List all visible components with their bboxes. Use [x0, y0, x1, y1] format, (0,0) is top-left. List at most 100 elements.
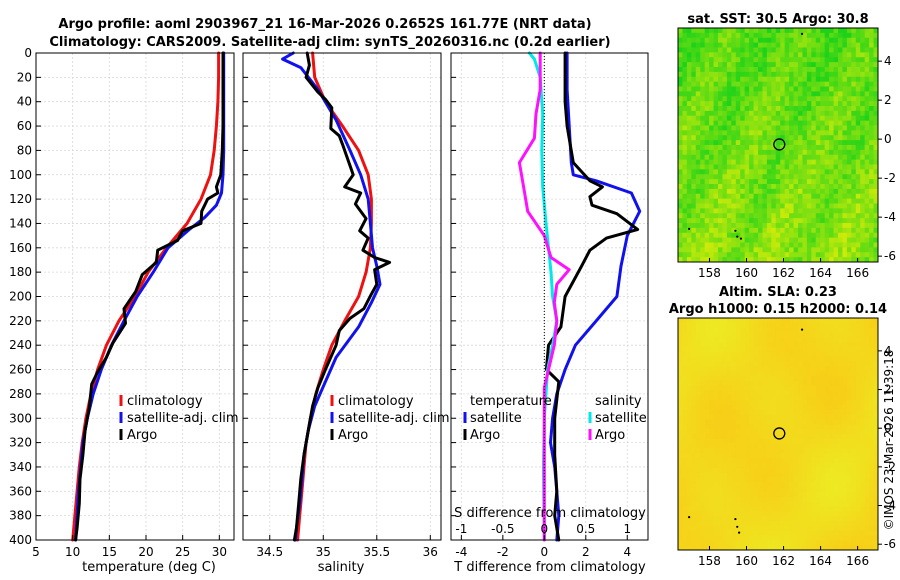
sla_map-cell	[815, 453, 821, 459]
sst_map-cell	[793, 37, 799, 44]
sla_map-cell	[771, 351, 777, 358]
sst_map-cell	[709, 81, 714, 87]
sst_map-cell	[815, 223, 821, 229]
sla_map-cell	[695, 405, 701, 411]
sla_map-cell	[846, 438, 852, 445]
sst_map-cell	[713, 169, 719, 175]
sst_map-cell	[829, 227, 834, 234]
sst_map-cell	[744, 247, 750, 253]
sla_map-cell	[838, 419, 843, 425]
sla_map-cell	[833, 487, 839, 493]
sla_map-cell	[691, 390, 697, 396]
sst_map-cell	[678, 213, 683, 219]
sla_map-cell	[695, 482, 701, 488]
sst_map-cell	[718, 164, 723, 170]
sla_map-cell	[695, 545, 701, 551]
sla_map-cell	[775, 409, 781, 416]
sla_map-cell	[722, 419, 728, 425]
sla_map-cell	[820, 419, 826, 425]
sla_map-cell	[695, 487, 701, 493]
sst_map-cell	[740, 188, 746, 195]
temperature-ytick-label: 60	[17, 119, 32, 133]
sla_map-cell	[682, 530, 688, 536]
sla_map-cell	[860, 540, 866, 546]
sla_map-cell	[749, 448, 754, 454]
sla_map-cell	[722, 395, 728, 401]
sst_map-cell	[846, 140, 852, 146]
sst_map-cell	[771, 42, 777, 48]
sla_map-cell	[691, 496, 697, 503]
sla_map-cell	[780, 434, 786, 440]
sst_map-cell	[811, 42, 817, 48]
sla_map-cell	[766, 453, 772, 459]
sst_map-cell	[873, 208, 879, 214]
sst_map-cell	[749, 198, 754, 204]
sla_map-cell	[846, 419, 852, 425]
sla_map-cell	[780, 496, 786, 503]
sst_map-cell	[726, 223, 732, 229]
sla_map-cell	[740, 443, 746, 449]
sst_map-cell	[713, 232, 719, 239]
sst_map-cell	[869, 203, 874, 209]
sla_map-cell	[802, 492, 808, 498]
sla_map-cell	[718, 487, 723, 493]
sst_map-ytick-label: -4	[884, 210, 896, 224]
sst_map-cell	[829, 91, 834, 97]
sla_map-cell	[829, 400, 834, 406]
sst_map-cell	[820, 242, 826, 248]
sla_map-cell	[802, 540, 808, 546]
sst_map-cell	[762, 130, 768, 136]
sla_map-cell	[824, 492, 830, 498]
sst_map-cell	[842, 120, 848, 126]
sst_map-cell	[731, 52, 737, 58]
sla_map-cell	[824, 342, 830, 348]
sst_map-cell	[740, 32, 746, 39]
sst_map-cell	[731, 130, 737, 136]
sla_map-cell	[838, 506, 843, 512]
sla_map-cell	[802, 438, 808, 445]
sla_map-cell	[806, 385, 812, 391]
sla_map-cell	[735, 351, 741, 358]
sla_map-cell	[695, 458, 701, 464]
sla_map-cell	[735, 501, 741, 507]
sst_map-cell	[869, 135, 874, 141]
sst_map-cell	[855, 169, 861, 175]
sst_map-cell	[802, 154, 808, 161]
sst_map-cell	[824, 96, 830, 102]
sla_map-cell	[744, 376, 750, 382]
sst_map-cell	[815, 145, 821, 151]
sst_map-cell	[873, 101, 879, 107]
sla_map-cell	[740, 400, 746, 406]
sla_map-cell	[842, 487, 848, 493]
sst_map-cell	[718, 47, 723, 53]
sst_map-cell	[846, 96, 852, 102]
sst_map-cell	[789, 135, 794, 141]
sla_map-cell	[695, 472, 701, 478]
sla_map-cell	[833, 351, 839, 358]
sla_map-cell	[838, 395, 843, 401]
sst_map-cell	[855, 203, 861, 209]
sst_map-cell	[744, 242, 750, 248]
sst_map-cell	[864, 232, 870, 239]
sst_map-cell	[762, 179, 768, 185]
sla_map-cell	[798, 472, 803, 478]
sst_map-cell	[700, 145, 706, 151]
sst_map-cell	[753, 247, 759, 253]
sla_map-cell	[789, 545, 794, 551]
sst_map-cell	[864, 91, 870, 97]
sla_map-cell	[793, 347, 799, 353]
sla_map-cell	[678, 351, 683, 358]
sst_map-cell	[753, 198, 759, 204]
sst_map-xtick-label: 162	[772, 266, 795, 280]
sla_map-cell	[753, 472, 759, 478]
sla_map-cell	[749, 434, 754, 440]
sst_map-cell	[860, 227, 866, 234]
sst_map-cell	[758, 203, 763, 209]
sst_map-cell	[775, 76, 781, 83]
sla_map-cell	[780, 458, 786, 464]
sla_map-cell	[744, 390, 750, 396]
sst_map-island-dot	[736, 235, 739, 238]
sla_map-cell	[771, 347, 777, 353]
sla_map-cell	[758, 472, 763, 478]
